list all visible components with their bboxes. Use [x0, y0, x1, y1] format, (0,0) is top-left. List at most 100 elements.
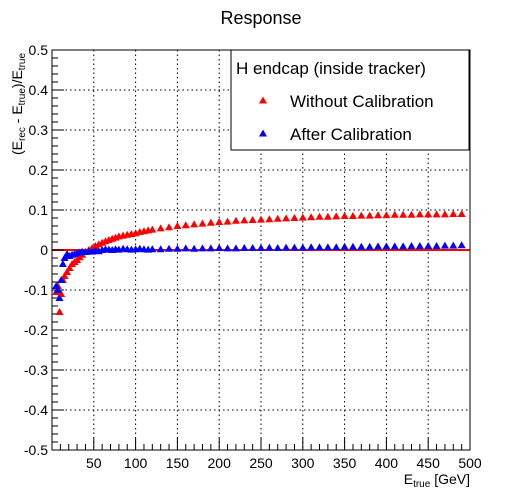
data-point: [457, 241, 466, 249]
data-point: [307, 243, 316, 251]
data-point: [307, 213, 316, 221]
data-point: [55, 294, 64, 301]
x-axis-label-sub: true: [413, 479, 431, 490]
data-point: [223, 217, 232, 225]
x-tick-label: 200: [208, 455, 232, 471]
data-point: [156, 245, 165, 253]
data-point: [415, 242, 424, 249]
data-point: [323, 212, 332, 220]
data-point: [315, 243, 324, 251]
x-tick-label: 400: [375, 455, 399, 471]
data-point: [248, 244, 257, 251]
data-point: [348, 242, 357, 250]
data-point: [165, 223, 174, 231]
data-point: [374, 242, 383, 250]
data-point: [53, 286, 62, 293]
data-point: [365, 211, 374, 219]
x-axis-label-main: E: [404, 471, 413, 487]
data-point: [282, 243, 291, 251]
chart-title: Response: [220, 8, 301, 28]
data-point: [206, 218, 215, 226]
data-point: [449, 241, 458, 249]
data-point: [215, 218, 224, 225]
data-point: [173, 244, 182, 252]
y-axis-label: (Erec - Etrue)/Etrue: [9, 53, 28, 155]
data-point: [181, 244, 190, 252]
data-point: [240, 244, 249, 251]
data-point: [440, 210, 449, 218]
x-tick-label: 250: [249, 455, 273, 471]
data-point: [315, 212, 324, 220]
x-tick-label: 500: [458, 455, 482, 471]
y-tick-label: 0.4: [29, 82, 49, 98]
y-axis-label-mid: - E: [9, 105, 25, 127]
data-point: [257, 244, 265, 251]
series-without-calibration: [52, 210, 466, 315]
grid-lines: [52, 50, 470, 450]
data-point: [148, 225, 157, 233]
x-tick-label: 350: [333, 455, 357, 471]
y-tick-label: -0.4: [24, 402, 48, 418]
data-point: [265, 243, 274, 251]
x-tick-label: 450: [417, 455, 441, 471]
data-point: [240, 216, 249, 224]
y-tick-label: 0.5: [29, 42, 49, 58]
y-axis-label-main: (E: [9, 141, 25, 155]
y-tick-label: 0.1: [29, 202, 49, 218]
y-tick-label: 0.3: [29, 122, 49, 138]
data-point: [374, 211, 383, 219]
data-point: [332, 212, 341, 220]
legend-label-after-calibration: After Calibration: [290, 125, 412, 144]
y-axis-label-sub-true-2: true: [17, 53, 28, 71]
data-point: [382, 211, 391, 219]
data-point: [190, 220, 199, 228]
data-point: [58, 260, 67, 267]
data-point: [181, 221, 190, 229]
data-point: [332, 243, 341, 251]
data-point: [60, 272, 69, 279]
data-point: [273, 244, 282, 251]
y-tick-label: -0.1: [24, 282, 48, 298]
y-axis-label-sub-rec: rec: [17, 127, 28, 141]
data-point: [449, 210, 458, 217]
x-tick-label: 50: [86, 455, 102, 471]
data-point: [190, 244, 199, 252]
legend-box: [230, 49, 470, 151]
data-point: [399, 210, 408, 218]
data-point: [273, 214, 282, 222]
data-point: [323, 243, 332, 251]
x-tick-label: 300: [291, 455, 315, 471]
y-tick-label: 0.2: [29, 162, 49, 178]
data-point: [382, 242, 391, 250]
data-points: [52, 210, 466, 315]
legend-label-without-calibration: Without Calibration: [290, 92, 434, 111]
data-point: [440, 241, 449, 249]
data-point: [231, 216, 240, 224]
legend: H endcap (inside tracker) Without Calibr…: [230, 49, 470, 151]
data-point: [206, 244, 215, 252]
data-point: [424, 210, 433, 218]
data-point: [390, 242, 399, 250]
data-point: [340, 212, 349, 219]
x-tick-label: 100: [124, 455, 148, 471]
data-point: [290, 243, 299, 251]
data-point: [390, 210, 399, 218]
legend-marker-after-calibration: [259, 129, 267, 137]
y-axis-label-end: )/E: [9, 70, 25, 88]
data-point: [424, 242, 433, 249]
legend-marker-without-calibration: [259, 96, 267, 104]
data-point: [357, 211, 366, 219]
data-point: [348, 212, 357, 219]
legend-title: H endcap (inside tracker): [236, 59, 426, 78]
data-point: [298, 213, 307, 221]
data-point: [173, 222, 182, 229]
x-axis-label-unit: [GeV]: [430, 471, 470, 487]
data-point: [57, 276, 66, 283]
data-point: [198, 219, 207, 227]
data-point: [248, 216, 257, 223]
x-tick-label: 150: [166, 455, 190, 471]
data-point: [415, 210, 424, 218]
axis-ticks: 50 100 150 200 250 300 350 400 450 500 -0.5 -0.4 -0.…: [24, 42, 482, 471]
data-point: [65, 264, 74, 271]
